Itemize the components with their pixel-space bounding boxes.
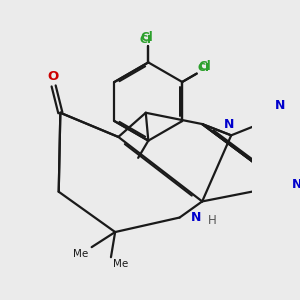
Text: N: N — [275, 99, 286, 112]
Text: N: N — [292, 178, 300, 191]
Text: Cl: Cl — [198, 63, 209, 73]
Text: Me: Me — [112, 259, 128, 269]
Text: Cl: Cl — [140, 35, 152, 45]
Text: N: N — [191, 212, 201, 224]
Text: Cl: Cl — [198, 60, 211, 73]
Text: O: O — [47, 70, 58, 83]
Text: Cl: Cl — [140, 31, 153, 44]
Text: H: H — [208, 214, 217, 227]
Text: N: N — [224, 118, 235, 131]
Text: Me: Me — [73, 249, 88, 259]
